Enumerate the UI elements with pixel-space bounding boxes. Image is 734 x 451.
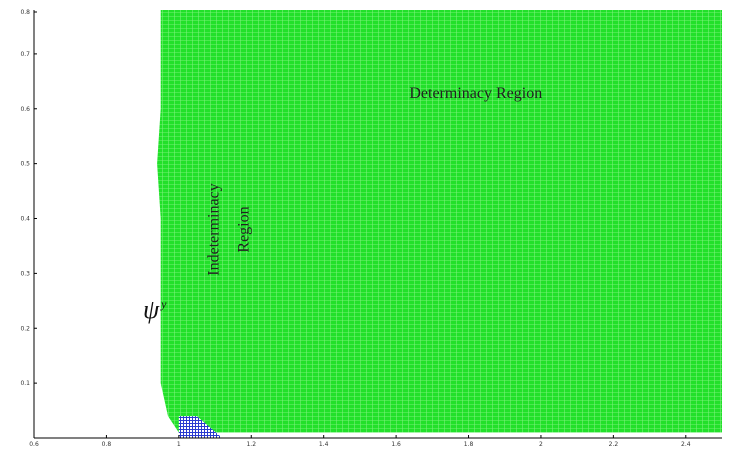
- y-tick-label: 0.6: [20, 106, 30, 113]
- x-tick-label: 1.4: [319, 441, 329, 448]
- y-tick-label: 0.5: [20, 161, 30, 168]
- y-tick-label: 0.3: [20, 270, 30, 277]
- indeterminacy-label-line: Indeterminacy: [206, 183, 223, 275]
- y-tick-label: 0.7: [20, 51, 30, 58]
- blue-region: [178, 416, 223, 438]
- x-tick-label: 2.2: [609, 441, 619, 448]
- y-axis-subscript: y: [160, 297, 167, 311]
- x-tick-label: 1.2: [246, 441, 256, 448]
- y-tick-label: 0.4: [20, 216, 30, 223]
- x-tick-label: 2: [539, 441, 543, 448]
- x-tick-label: 1.8: [464, 441, 474, 448]
- indeterminacy-region-label: Indeterminacy Region: [206, 183, 253, 275]
- x-tick-label: 2.4: [681, 441, 691, 448]
- determinacy-region: [157, 10, 723, 433]
- y-tick-label: 0.1: [20, 380, 30, 387]
- x-tick-label: 0.6: [29, 441, 39, 448]
- y-tick-label: 0.8: [20, 9, 30, 16]
- y-tick-label: 0.2: [20, 325, 30, 332]
- x-tick-label: 1: [177, 441, 181, 448]
- y-axis-symbol: ψ: [143, 295, 160, 324]
- x-tick-label: 1.6: [391, 441, 401, 448]
- x-tick-label: 0.8: [102, 441, 112, 448]
- determinacy-region-label: Determinacy Region: [409, 85, 542, 102]
- indeterminacy-label-line: Region: [236, 206, 253, 252]
